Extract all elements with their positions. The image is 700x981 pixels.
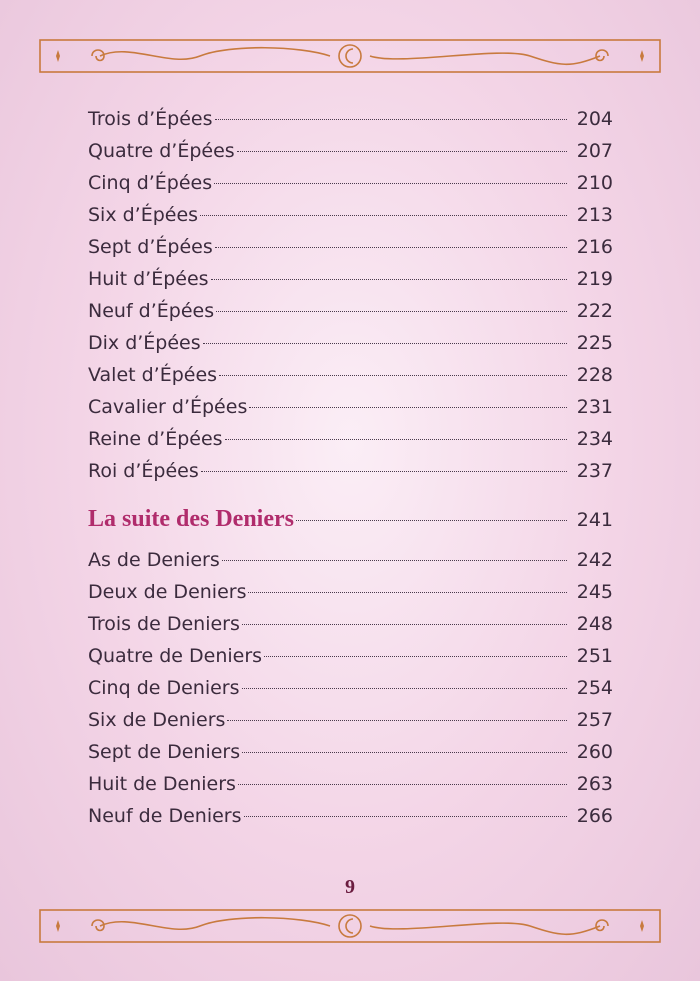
entry-title: Cinq de Deniers xyxy=(88,677,240,699)
entry-title: Deux de Deniers xyxy=(88,581,247,603)
toc-row: Cavalier d’Épées 231 xyxy=(88,393,613,421)
page-ref: 210 xyxy=(576,172,613,194)
dot-leader xyxy=(202,343,567,344)
toc-row: Trois de Deniers 248 xyxy=(88,610,613,638)
dot-leader xyxy=(214,119,567,120)
toc-row: Reine d’Épées 234 xyxy=(88,425,613,453)
toc-row: Roi d’Épées 237 xyxy=(88,457,613,485)
entry-title: Quatre d’Épées xyxy=(88,140,235,162)
entry-title: Neuf d’Épées xyxy=(88,300,215,322)
toc-row: Cinq de Deniers 254 xyxy=(88,674,613,702)
entry-title: Huit de Deniers xyxy=(88,773,236,795)
dot-leader xyxy=(200,215,567,216)
dot-leader xyxy=(249,407,567,408)
dot-leader xyxy=(214,183,567,184)
page-ref: 251 xyxy=(576,645,613,667)
toc-row: Dix d’Épées 225 xyxy=(88,329,613,357)
page-ref: 241 xyxy=(576,509,613,531)
dot-leader xyxy=(221,560,567,561)
toc-row: Quatre d’Épées 207 xyxy=(88,137,613,165)
bottom-ornament xyxy=(39,909,661,943)
entry-title: Valet d’Épées xyxy=(88,364,218,386)
page-ref: 266 xyxy=(576,805,613,827)
entry-title: Quatre de Deniers xyxy=(88,645,263,667)
toc-row: Sept de Deniers 260 xyxy=(88,738,613,766)
dot-leader xyxy=(241,688,567,689)
toc-row: Sept d’Épées 216 xyxy=(88,233,613,261)
entry-title: Cavalier d’Épées xyxy=(88,396,248,418)
entry-title: Cinq d’Épées xyxy=(88,172,213,194)
entry-title: Six d’Épées xyxy=(88,204,199,226)
entry-title: Huit d’Épées xyxy=(88,268,209,290)
page-ref: 207 xyxy=(576,140,613,162)
entry-title: Roi d’Épées xyxy=(88,460,199,482)
page-ref: 242 xyxy=(576,549,613,571)
toc-row: Six de Deniers 257 xyxy=(88,706,613,734)
entry-title: Six de Deniers xyxy=(88,709,226,731)
toc-row: Trois d’Épées 204 xyxy=(88,105,613,133)
dot-leader xyxy=(216,311,567,312)
toc-row: Valet d’Épées 228 xyxy=(88,361,613,389)
page-ref: 225 xyxy=(576,332,613,354)
entry-title: Sept d’Épées xyxy=(88,236,213,258)
dot-leader xyxy=(214,247,567,248)
dot-leader xyxy=(241,624,567,625)
entry-title: Trois de Deniers xyxy=(88,613,240,635)
dot-leader xyxy=(236,151,567,152)
top-ornament xyxy=(39,39,661,73)
page-ref: 263 xyxy=(576,773,613,795)
page-ref: 234 xyxy=(576,428,613,450)
dot-leader xyxy=(242,752,567,753)
dot-leader xyxy=(210,279,567,280)
page-ref: 248 xyxy=(576,613,613,635)
dot-leader xyxy=(219,375,567,376)
entry-title: Sept de Deniers xyxy=(88,741,241,763)
entry-title: Dix d’Épées xyxy=(88,332,201,354)
page-ref: 245 xyxy=(576,581,613,603)
section-title: La suite des Deniers xyxy=(88,506,294,532)
toc-row: Neuf d’Épées 222 xyxy=(88,297,613,325)
page-ref: 222 xyxy=(576,300,613,322)
page-number: 9 xyxy=(345,876,355,898)
toc-row: Six d’Épées 213 xyxy=(88,201,613,229)
toc-row: Deux de Deniers 245 xyxy=(88,578,613,606)
entry-title: Trois d’Épées xyxy=(88,108,213,130)
dot-leader xyxy=(227,720,567,721)
page-ref: 228 xyxy=(576,364,613,386)
dot-leader xyxy=(200,471,567,472)
dot-leader xyxy=(237,784,567,785)
dot-leader xyxy=(296,520,567,521)
dot-leader xyxy=(224,439,567,440)
toc-row: Huit d’Épées 219 xyxy=(88,265,613,293)
page-ref: 216 xyxy=(576,236,613,258)
entry-title: As de Deniers xyxy=(88,549,220,571)
page-ref: 257 xyxy=(576,709,613,731)
toc-row: Neuf de Deniers 266 xyxy=(88,802,613,830)
toc-row: Cinq d’Épées 210 xyxy=(88,169,613,197)
entry-title: Neuf de Deniers xyxy=(88,805,242,827)
toc-row: As de Deniers 242 xyxy=(88,546,613,574)
page-ref: 231 xyxy=(576,396,613,418)
toc-row: Huit de Deniers 263 xyxy=(88,770,613,798)
toc-row: Quatre de Deniers 251 xyxy=(88,642,613,670)
page-ref: 213 xyxy=(576,204,613,226)
page-ref: 260 xyxy=(576,741,613,763)
dot-leader xyxy=(264,656,567,657)
dot-leader xyxy=(248,592,567,593)
page-ref: 219 xyxy=(576,268,613,290)
page-ref: 254 xyxy=(576,677,613,699)
page-ref: 204 xyxy=(576,108,613,130)
section-row: La suite des Deniers 241 xyxy=(88,505,613,533)
entry-title: Reine d’Épées xyxy=(88,428,223,450)
page-ref: 237 xyxy=(576,460,613,482)
dot-leader xyxy=(243,816,567,817)
